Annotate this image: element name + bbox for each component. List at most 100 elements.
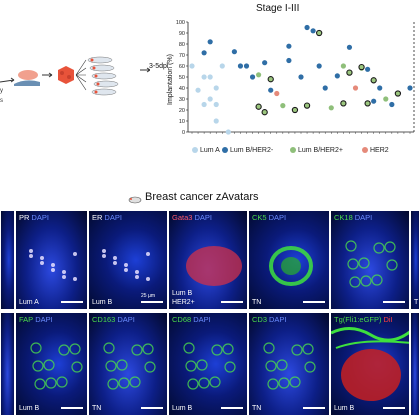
data-point: [371, 98, 377, 104]
microscopy-panel: CK5 DAPI TN: [248, 210, 330, 310]
panel-stain-label: CD3 DAPI: [252, 315, 287, 324]
data-point: [377, 85, 383, 91]
data-point: [255, 103, 262, 110]
panel-subtype-tag: Lum B: [19, 405, 40, 412]
data-point: [237, 63, 244, 69]
data-point: [243, 63, 250, 69]
legend-dot-icon: [362, 147, 368, 154]
panel-subtype-tag: HER2+: [172, 299, 195, 306]
data-point: [267, 76, 274, 83]
panel-stain-label: CK18 DAPI: [334, 213, 372, 222]
panel-subtype-tag: Lum B: [92, 299, 113, 306]
tissue-image: [345, 240, 398, 288]
panel-counterstain: DAPI: [104, 213, 122, 222]
scale-bar: [141, 301, 163, 303]
panel-stain-label: CK5 DAPI: [252, 213, 286, 222]
data-point: [249, 74, 256, 80]
tissue-image: [269, 246, 313, 286]
scale-bar: [221, 301, 243, 303]
tissue-image: [1, 313, 15, 416]
data-point: [195, 87, 201, 93]
y-tick-label: 40: [179, 86, 185, 92]
legend-dot-icon: [290, 147, 296, 154]
injection-schematic: y s: [0, 56, 150, 104]
y-tick-label: 70: [179, 53, 185, 59]
panel-stain-label: CD68 DAPI: [172, 315, 211, 324]
data-point: [346, 69, 353, 76]
panel-counterstain: DAPI: [354, 213, 373, 222]
microscopy-panel: [0, 312, 15, 416]
data-point: [231, 49, 237, 55]
microscopy-panel: PR DAPI Lum A: [15, 210, 88, 310]
data-point: [286, 57, 292, 64]
panel-subtype-tag: T: [414, 299, 419, 306]
microscopy-panel: CD163 DAPI TN: [88, 312, 168, 416]
tissue-image: [30, 342, 83, 390]
panel-subtype-tag: Lum B: [172, 290, 193, 297]
microscopy-panel: [410, 312, 420, 416]
data-point: [225, 129, 231, 135]
panel-counterstain: DAPI: [269, 315, 287, 324]
legend-dot-icon: [192, 147, 198, 154]
legend-item: Lum B/HER2+: [290, 147, 343, 154]
data-point: [268, 87, 274, 93]
y-tick-label: 80: [179, 42, 185, 48]
svg-text:y: y: [0, 88, 3, 94]
scale-bar-label: 25 µm: [141, 293, 155, 299]
data-point: [286, 43, 292, 49]
data-point: [280, 103, 286, 109]
panel-marker: CD68: [172, 315, 192, 324]
data-point: [365, 66, 371, 72]
data-point: [291, 106, 299, 114]
data-point: [322, 85, 328, 91]
data-point: [328, 105, 334, 111]
data-point: [346, 44, 353, 50]
panel-stain-label: FAP DAPI: [19, 315, 53, 324]
data-point: [358, 63, 365, 71]
data-point: [213, 101, 219, 108]
chart-title: Stage I-III: [256, 3, 300, 14]
tissue-image: [263, 342, 316, 390]
panel-stain-label: CD163 DAPI: [92, 315, 135, 324]
panel-marker: Tg(Fli1:eGFP): [334, 315, 382, 324]
data-point: [340, 63, 346, 69]
data-point: [274, 90, 280, 97]
scale-bar: [383, 407, 405, 409]
tissue-image: [186, 246, 242, 286]
tissue-image: [1, 211, 15, 310]
panel-marker: CK5: [252, 213, 267, 222]
data-point: [304, 24, 310, 31]
panel-counterstain: DiI: [383, 315, 393, 324]
tissue-image: [103, 342, 156, 390]
zebrafish-icon: [128, 192, 142, 204]
tissue-image: [29, 249, 77, 281]
panel-marker: Gata3: [172, 213, 193, 222]
panel-counterstain: DAPI: [193, 315, 211, 324]
data-point: [310, 28, 316, 34]
panel-counterstain: DAPI: [31, 213, 49, 222]
data-point: [189, 63, 195, 69]
legend-label: Lum B/HER2+: [298, 147, 343, 154]
panel-marker: CD163: [92, 315, 116, 324]
microscopy-panel: Gata3 DAPI Lum B HER2+: [168, 210, 248, 310]
data-point: [340, 100, 347, 107]
panel-stain-label: Gata3 DAPI: [172, 213, 212, 222]
svg-text:s: s: [0, 98, 3, 104]
data-point: [213, 85, 219, 91]
panel-subtype-tag: Lum A: [19, 299, 39, 306]
data-point: [213, 118, 219, 124]
scale-bar: [141, 407, 163, 409]
data-point: [201, 74, 207, 80]
legend-label: HER2: [370, 147, 389, 154]
legend-label: Lum A: [200, 147, 220, 154]
tissue-image: [102, 249, 150, 281]
data-point: [383, 96, 389, 102]
data-point: [316, 29, 323, 37]
panel-marker: FAP: [19, 315, 34, 324]
y-tick-label: 100: [176, 20, 185, 26]
panel-stain-label: ER DAPI: [92, 213, 122, 222]
panel-marker: CK18: [334, 213, 353, 222]
data-point: [261, 109, 268, 116]
microscopy-panel: T: [410, 210, 420, 310]
